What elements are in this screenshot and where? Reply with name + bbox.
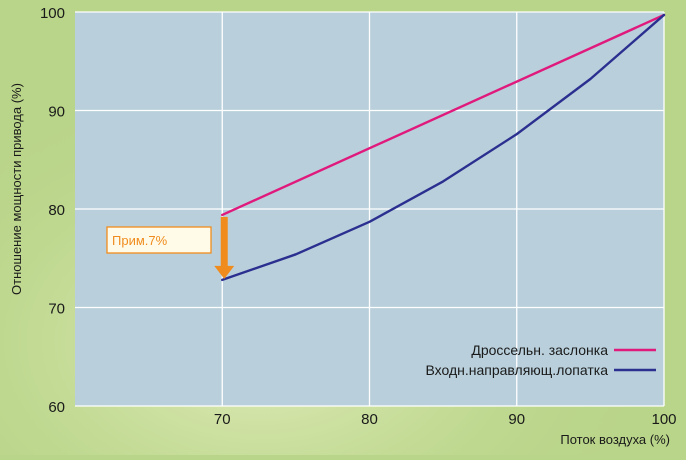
series-line-1 [221,13,666,217]
x-tick-label: 70 [214,411,231,428]
x-tick-label: 100 [651,411,676,428]
y-tick-label: 100 [40,5,65,22]
y-tick-label: 90 [48,104,65,121]
x-tick-label: 80 [361,411,378,428]
y-tick-label: 80 [48,202,65,219]
annotation-label: Прим.7% [112,233,168,248]
y-axis-label: Отношение мощности привода (%) [9,83,24,295]
series-line-2 [221,13,666,282]
y-tick-label: 60 [48,399,65,416]
y-tick-label: 70 [48,301,65,318]
annotation-arrow-shaft [220,216,228,267]
annotation-arrow-head [214,265,235,279]
x-tick-label: 90 [508,411,525,428]
legend-label: Дроссельн. заслонка [471,342,608,358]
annotation-box [106,226,212,254]
x-axis-label: Поток воздуха (%) [560,432,670,447]
legend-label: Входн.направляющ.лопатка [425,362,608,378]
